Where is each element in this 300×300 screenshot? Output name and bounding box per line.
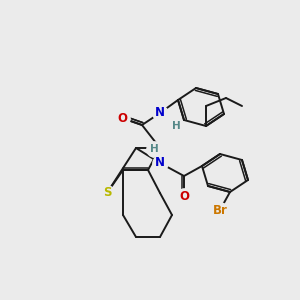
Text: H: H — [172, 121, 180, 131]
Text: H: H — [150, 144, 158, 154]
Text: S: S — [103, 187, 111, 200]
Text: N: N — [155, 157, 165, 169]
Text: O: O — [117, 112, 127, 124]
Text: O: O — [179, 190, 189, 202]
Text: Br: Br — [213, 203, 227, 217]
Text: N: N — [155, 106, 165, 119]
